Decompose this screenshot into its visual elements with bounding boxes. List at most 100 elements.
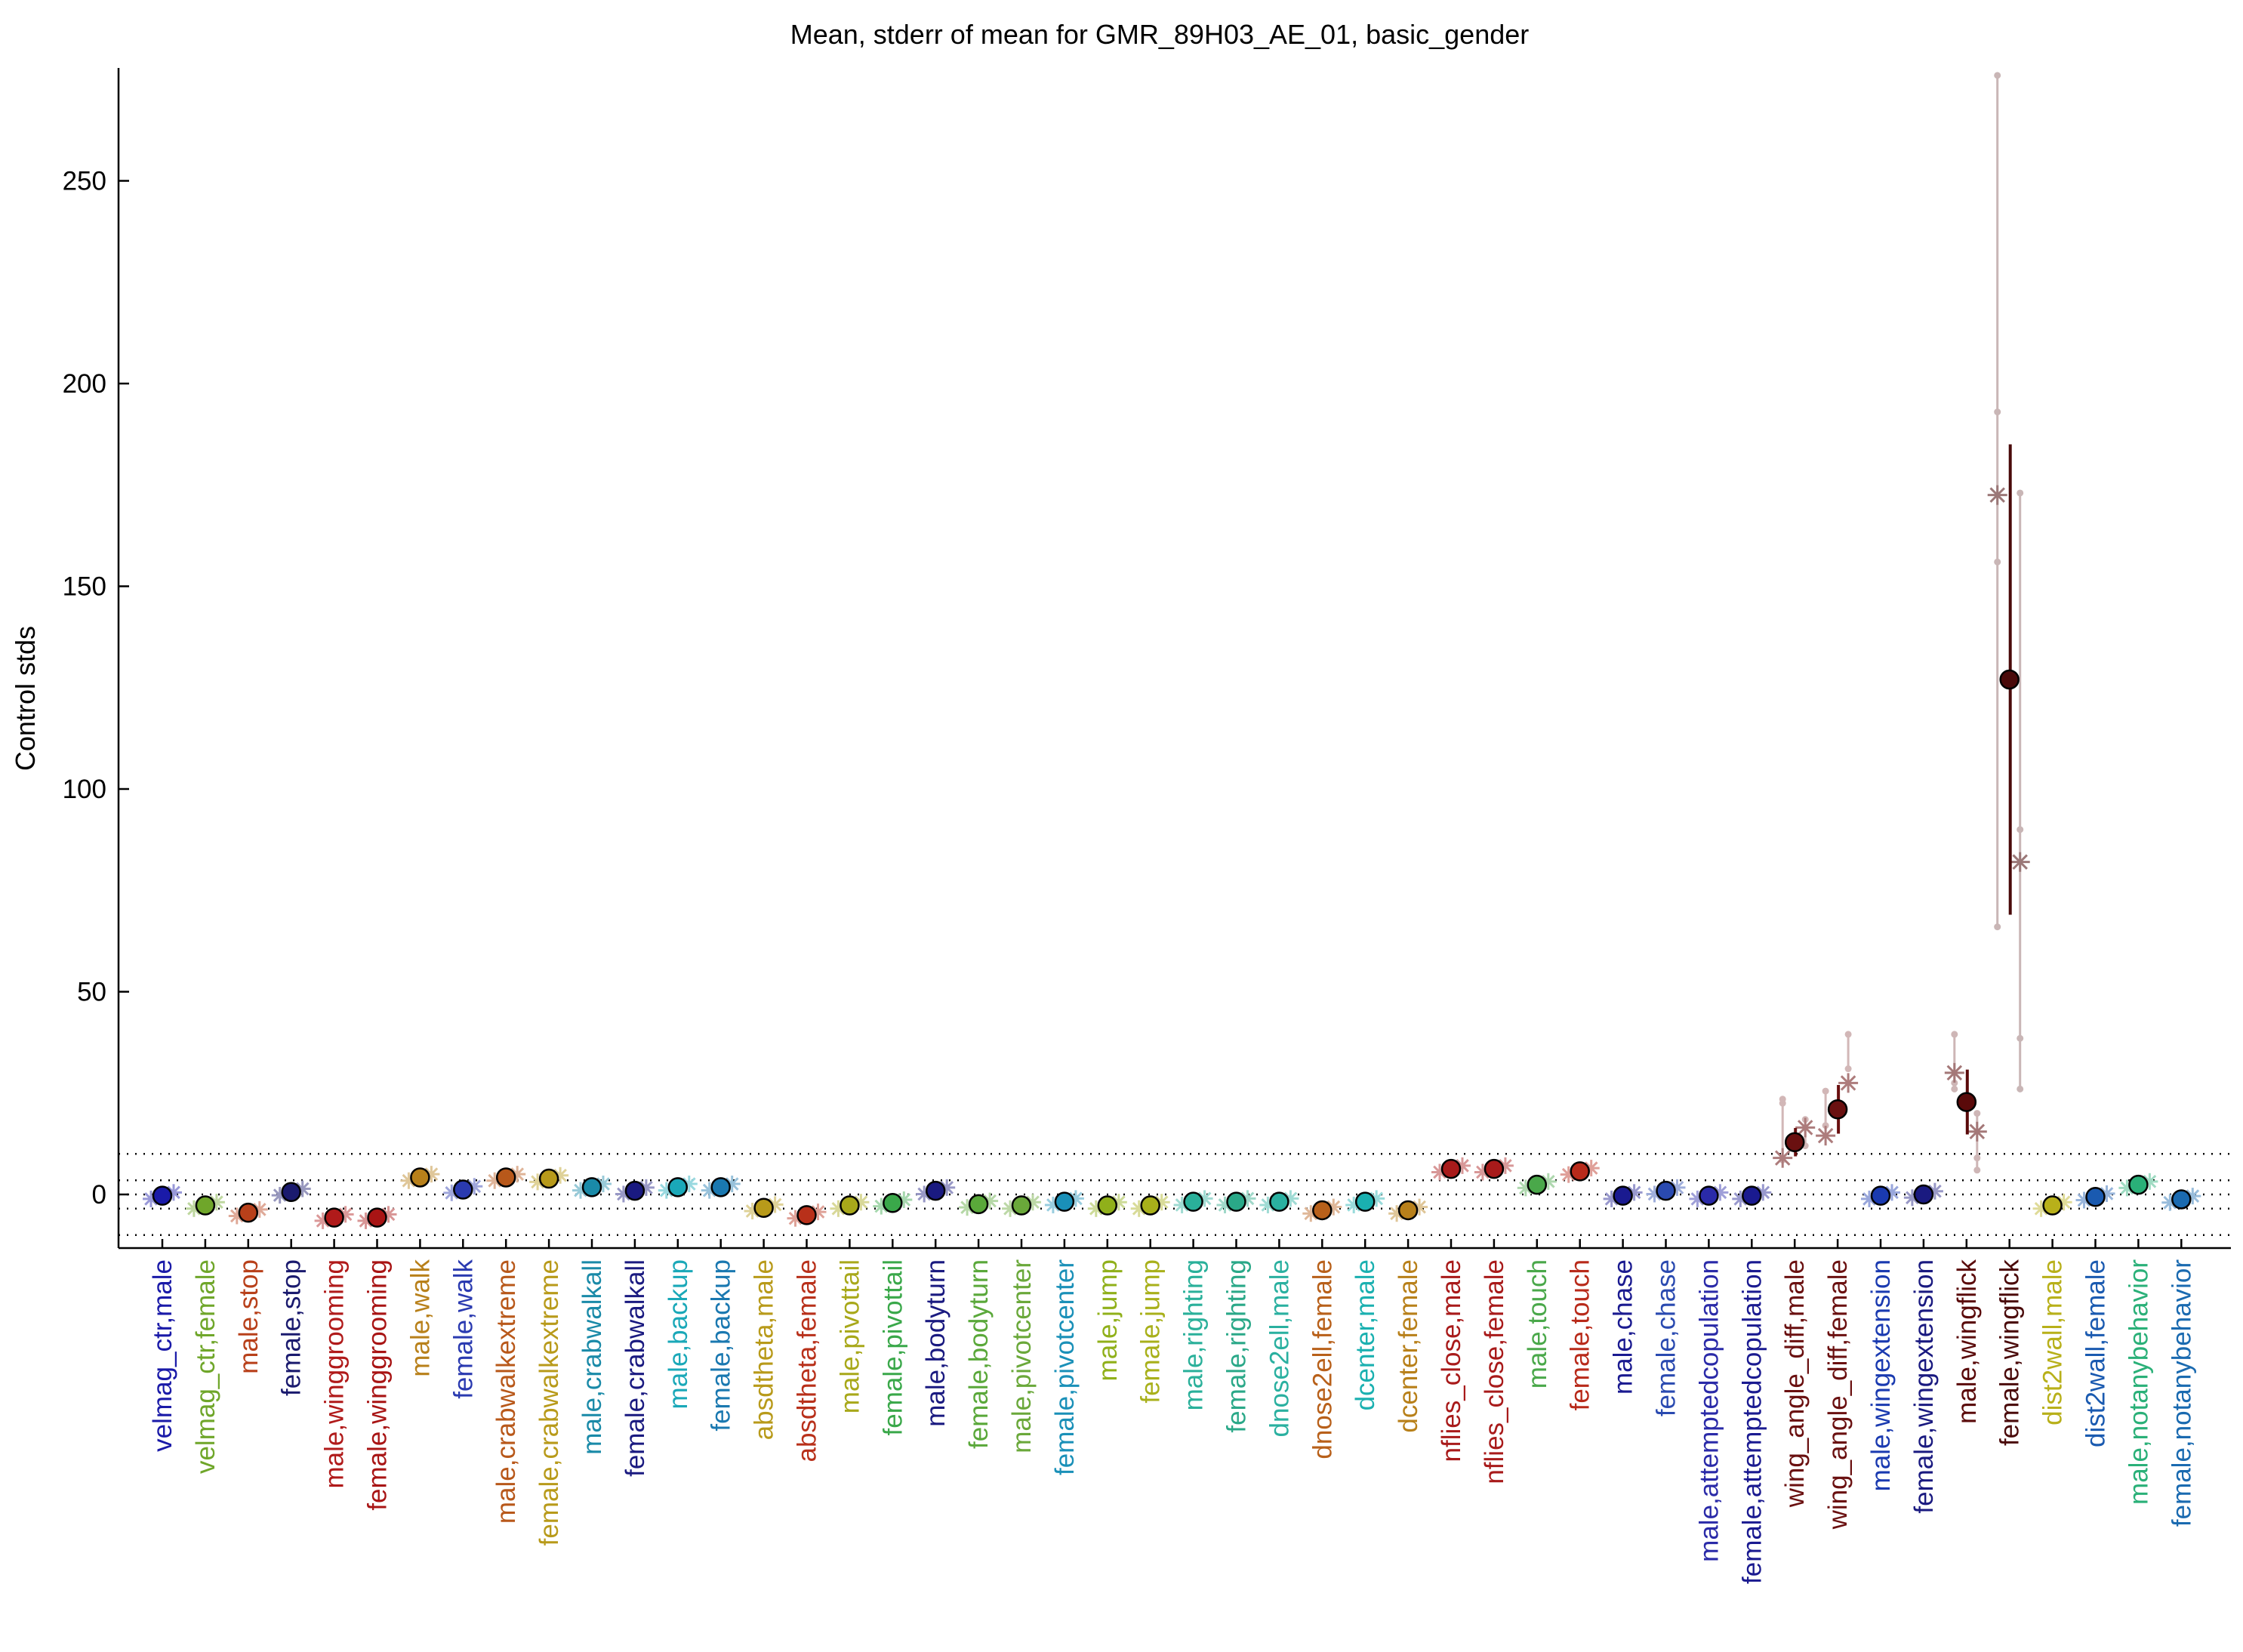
category-label: female,righting	[1222, 1259, 1252, 1433]
line-mean-star	[637, 1179, 655, 1196]
category-label: female,attemptedcopulation	[1737, 1259, 1767, 1584]
line-mean-star	[1539, 1173, 1557, 1190]
mean-marker	[1269, 1191, 1289, 1212]
mean-marker	[1354, 1191, 1376, 1212]
individual-point	[1994, 72, 2001, 79]
category-label: dist2wall,female	[2081, 1259, 2111, 1447]
mean-marker	[367, 1207, 387, 1228]
line-mean-star-stroke	[1817, 1127, 1834, 1144]
individual-point	[1844, 1031, 1852, 1038]
individual-point	[1994, 408, 2001, 416]
category-label: male,stop	[234, 1259, 263, 1374]
mean-marker	[1440, 1158, 1462, 1179]
individual-point	[1822, 1122, 1829, 1130]
y-tick-label-3: 150	[63, 572, 106, 602]
individual-point	[1973, 1110, 1981, 1117]
category-label: wing_angle_diff,male	[1780, 1259, 1810, 1508]
category-label: female,jump	[1136, 1259, 1166, 1404]
category-label: male,walk	[405, 1259, 435, 1377]
line-mean-star	[1967, 1121, 1987, 1142]
individual-point	[1973, 1167, 1981, 1174]
category-label: female,pivotcenter	[1050, 1259, 1080, 1475]
y-ticks: 0 50 100 150 200 250	[63, 167, 129, 1210]
category-label: male,jump	[1093, 1259, 1123, 1381]
category-label: female,walk	[448, 1259, 478, 1399]
mean-marker	[1742, 1185, 1762, 1206]
category-label: female,chase	[1652, 1259, 1681, 1416]
category-label: male,pivotcenter	[1007, 1259, 1037, 1453]
category-label: female,crabwalkextreme	[535, 1259, 564, 1546]
category-label: female,pivottail	[878, 1259, 907, 1435]
individual-point	[1994, 558, 2001, 566]
category-label: female,winggrooming	[363, 1259, 393, 1511]
line-mean-star	[1944, 1062, 1964, 1083]
category-label: female,notanybehavior	[2167, 1259, 2196, 1527]
mean-marker	[581, 1177, 602, 1197]
category-label: male,winggrooming	[320, 1259, 350, 1488]
individual-point	[1973, 1154, 1981, 1162]
mean-marker	[1913, 1184, 1934, 1205]
mean-marker	[1140, 1195, 1160, 1216]
mean-marker	[1054, 1191, 1075, 1212]
mean-marker	[1011, 1195, 1032, 1216]
category-label: male,bodyturn	[921, 1259, 951, 1427]
line-mean-star	[1755, 1184, 1772, 1201]
individual-point	[2017, 826, 2024, 834]
category-label: nflies_close,male	[1437, 1259, 1466, 1462]
category-label: male,wingflick	[1952, 1259, 1982, 1424]
mean-marker	[667, 1177, 689, 1197]
individual-point	[1951, 1031, 1958, 1038]
category-label: velmag_ctr,male	[148, 1259, 177, 1452]
line-mean-star	[1987, 485, 2007, 505]
chart-title: Mean, stderr of mean for GMR_89H03_AE_01…	[790, 19, 1530, 50]
mean-marker	[2128, 1174, 2149, 1195]
line-mean-star-stroke	[1989, 487, 2005, 503]
mean-marker	[2042, 1195, 2063, 1216]
line-mean-star	[1773, 1148, 1793, 1168]
category-label: female,crabwalkall	[621, 1259, 650, 1477]
mean-marker	[968, 1194, 989, 1215]
category-label: absdtheta,female	[793, 1259, 822, 1462]
individual-point	[1951, 1085, 1958, 1093]
category-label: velmag_ctr,female	[191, 1259, 220, 1474]
category-label: female,touch	[1566, 1259, 1595, 1410]
y-axis-label: Control stds	[10, 626, 41, 771]
mean-marker	[796, 1205, 817, 1225]
mean-marker	[753, 1197, 774, 1218]
line-mean-star-stroke	[1840, 1075, 1856, 1091]
category-label: male,attemptedcopulation	[1694, 1259, 1724, 1562]
line-mean-star-stroke	[1797, 1120, 1813, 1136]
individual-point	[2017, 1034, 2024, 1042]
x-ticks	[161, 1239, 2183, 1248]
mean-marker	[1097, 1195, 1118, 1216]
axes	[117, 68, 2231, 1250]
individual-point	[1822, 1087, 1829, 1095]
category-label: dist2wall,male	[2038, 1259, 2068, 1425]
category-label: male,backup	[664, 1259, 693, 1409]
line-mean-star	[1838, 1073, 1859, 1093]
line-mean-star-stroke	[1969, 1123, 1986, 1140]
mean-marker	[710, 1177, 731, 1197]
mean-marker	[453, 1179, 473, 1200]
category-label: male,pivottail	[835, 1259, 864, 1413]
mean-marker	[238, 1202, 259, 1223]
y-tick-label-4: 200	[63, 369, 106, 399]
line-mean-star	[1816, 1126, 1836, 1146]
mean-marker	[1527, 1174, 1548, 1195]
mean-marker	[2085, 1186, 2106, 1207]
y-tick-label-2: 100	[63, 775, 106, 804]
mean-marker	[410, 1167, 430, 1188]
mean-marker	[1613, 1185, 1633, 1206]
category-label: nflies_close,female	[1480, 1259, 1509, 1484]
category-label: female,wingflick	[1995, 1259, 2025, 1447]
individual-point	[2017, 489, 2024, 497]
mean-marker	[1484, 1158, 1505, 1179]
mean-marker	[1956, 1092, 1977, 1112]
category-label: female,backup	[707, 1259, 736, 1432]
individual-point	[1779, 1096, 1786, 1103]
mean-marker	[152, 1185, 173, 1206]
individual-point	[1994, 923, 2001, 931]
category-label: dcenter,female	[1394, 1259, 1423, 1433]
category-label: male,notanybehavior	[2124, 1259, 2153, 1505]
category-label: female,wingextension	[1909, 1259, 1939, 1514]
